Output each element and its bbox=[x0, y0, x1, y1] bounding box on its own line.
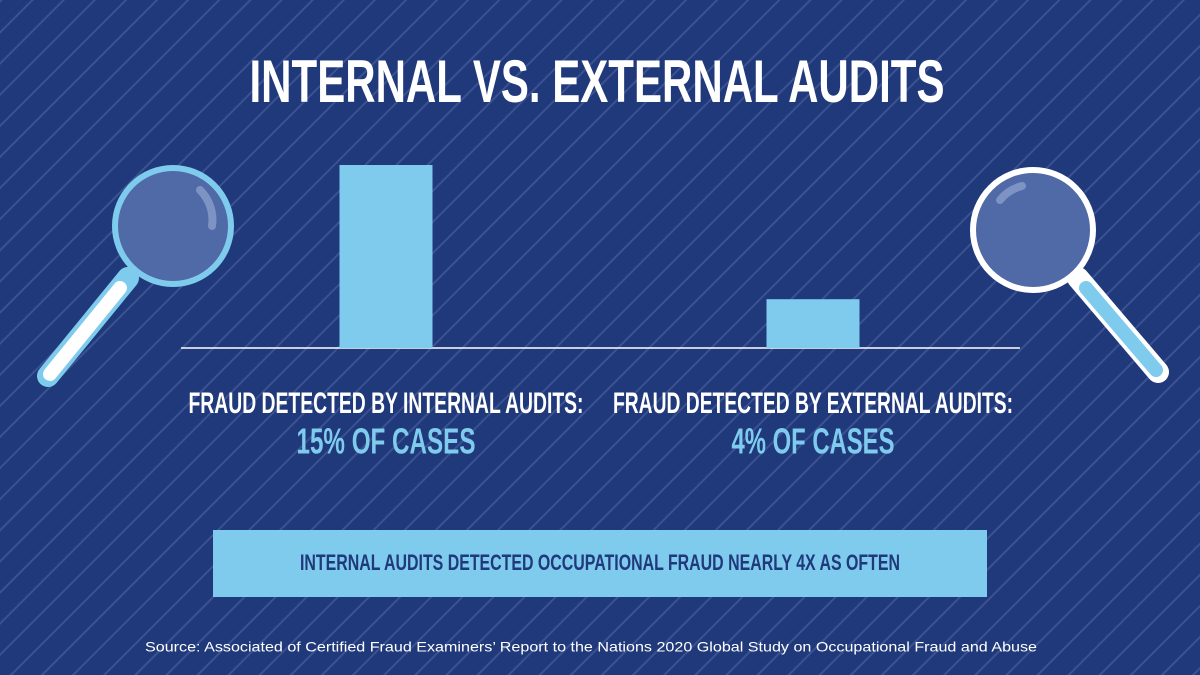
annotation-box bbox=[213, 530, 987, 597]
annotation: INTERNAL AUDITS DETECTED OCCUPATIONAL FR… bbox=[300, 550, 900, 575]
bar bbox=[339, 165, 433, 348]
chart-title: INTERNAL VS. EXTERNAL AUDITS bbox=[250, 48, 945, 115]
magnifier-icon bbox=[37, 165, 234, 387]
value-label: 15% OF CASES bbox=[297, 421, 476, 462]
category-label: FRAUD DETECTED BY INTERNAL AUDITS: bbox=[189, 387, 584, 420]
bar bbox=[766, 299, 860, 348]
category-label: FRAUD DETECTED BY EXTERNAL AUDITS: bbox=[613, 387, 1013, 420]
source: Source: Associated of Certified Fraud Ex… bbox=[145, 639, 1037, 655]
magnifier-icon bbox=[970, 167, 1169, 383]
value-label: 4% OF CASES bbox=[732, 421, 895, 462]
